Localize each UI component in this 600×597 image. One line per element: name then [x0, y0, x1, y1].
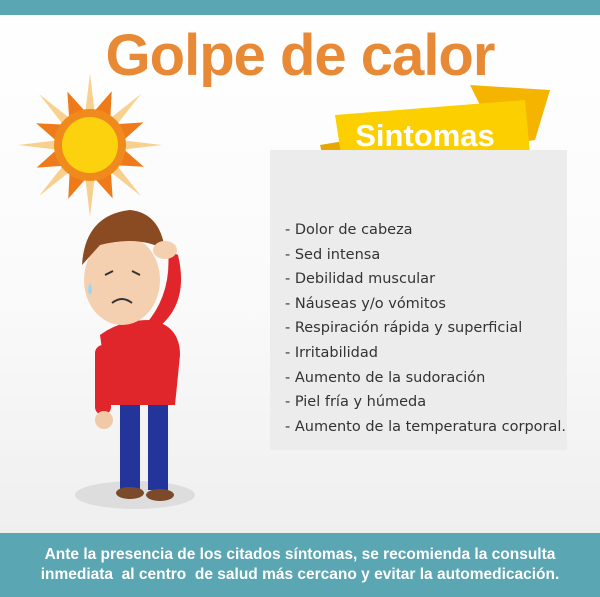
list-item: - Aumento de la temperatura corporal.: [285, 418, 567, 435]
symptoms-panel: [270, 150, 567, 450]
footer-line-1: Ante la presencia de los citados síntoma…: [44, 546, 556, 563]
list-item: - Irritabilidad: [285, 344, 378, 361]
page-title: Golpe de calor: [105, 23, 496, 88]
sun-illustration: [18, 73, 162, 217]
footer-banner: Ante la presencia de los citados síntoma…: [0, 533, 600, 597]
list-item: - Dolor de cabeza: [285, 222, 413, 238]
sick-boy-illustration: [75, 210, 195, 509]
list-item: - Aumento de la sudoración: [285, 369, 486, 386]
list-item: - Respiración rápida y superficial: [285, 320, 523, 337]
footer-line-2: inmediata al centro de salud más cercano…: [40, 566, 560, 583]
top-bar: [0, 0, 600, 15]
symptoms-list: - Dolor de cabeza - Sed intensa - Debili…: [285, 218, 566, 439]
list-item: - Sed intensa: [285, 246, 381, 263]
list-item: - Debilidad muscular: [285, 271, 436, 288]
section-label: Sintomas: [355, 118, 495, 153]
list-item: - Náuseas y/o vómitos: [285, 295, 446, 312]
list-item: - Piel fría y húmeda: [285, 394, 427, 411]
